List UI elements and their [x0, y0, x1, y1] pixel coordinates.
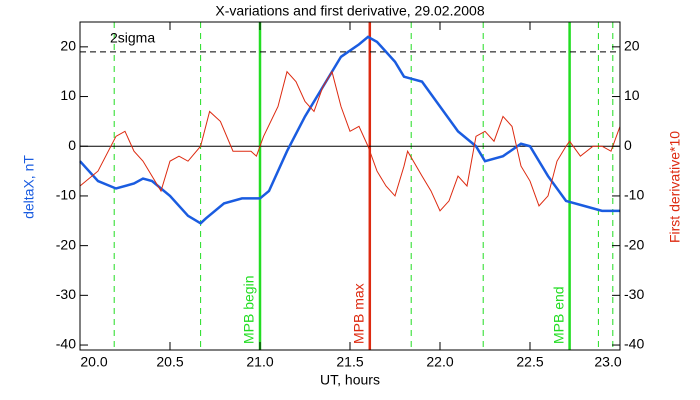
y2-tick-label: -30: [624, 286, 644, 302]
vertical-line-label: MPB begin: [241, 276, 257, 344]
y2-axis-label: First derivative*10: [667, 131, 683, 243]
threshold-label: 2sigma: [110, 30, 155, 46]
y-tick-label: -20: [56, 236, 76, 252]
y2-tick-label: -40: [624, 336, 644, 352]
series-line: [79, 70, 621, 212]
y-tick-label: 0: [68, 137, 76, 153]
x-tick-label: 21.0: [246, 354, 273, 370]
y-axis-label: deltaX, nT: [21, 155, 37, 219]
y-tick-label: -30: [56, 286, 76, 302]
y2-tick-label: -20: [624, 236, 644, 252]
x-tick-label: 21.5: [336, 354, 363, 370]
x-tick-label: 22.5: [516, 354, 543, 370]
y2-tick-label: -10: [624, 187, 644, 203]
y2-tick-label: 20: [624, 38, 640, 54]
x-tick-label: 22.0: [426, 354, 453, 370]
x-axis-label: UT, hours: [320, 372, 380, 388]
series-line: [79, 35, 620, 225]
x-tick-label: 20.5: [156, 354, 183, 370]
y-tick-label: 20: [60, 38, 76, 54]
y2-tick-label: 0: [624, 137, 632, 153]
vertical-line-label: MPB max: [351, 283, 367, 344]
y-tick-label: -10: [56, 187, 76, 203]
y-tick-label: 10: [60, 87, 76, 103]
x-tick-label: 23.0: [594, 354, 621, 370]
x-tick-label: 20.0: [80, 354, 107, 370]
y2-tick-label: 10: [624, 87, 640, 103]
vertical-line-label: MPB end: [550, 286, 566, 344]
y-tick-label: -40: [56, 336, 76, 352]
chart-title: X-variations and first derivative, 29.02…: [215, 3, 484, 19]
